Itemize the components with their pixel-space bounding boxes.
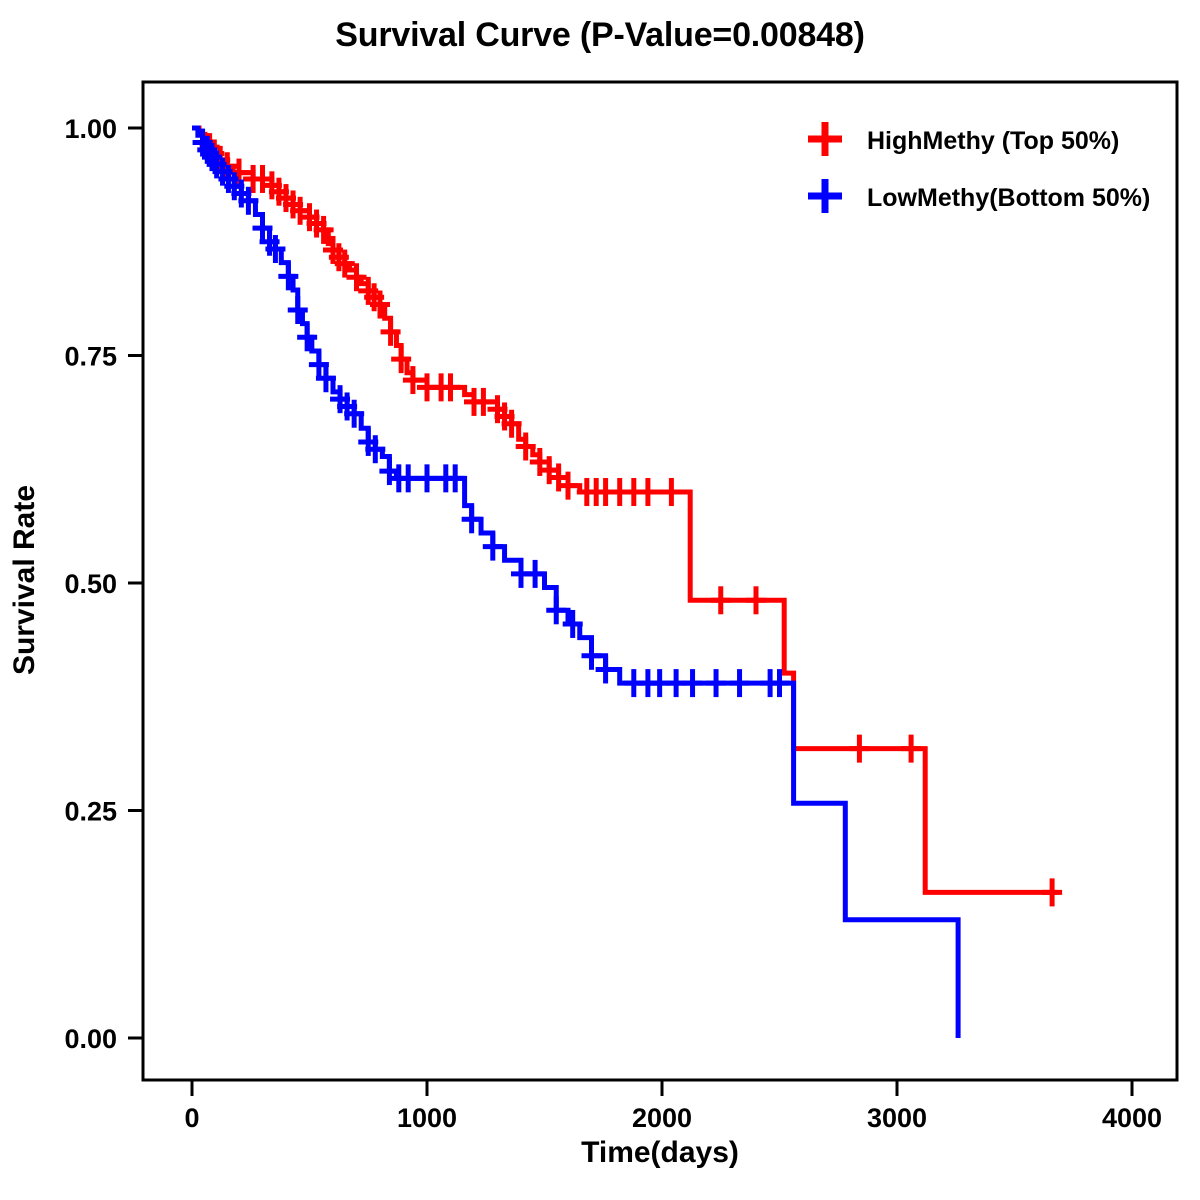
km-series-high [192, 125, 1063, 907]
series-layer [192, 125, 1063, 1038]
x-tick-label: 4000 [1102, 1103, 1162, 1133]
km-step-line [192, 125, 961, 1038]
x-axis-ticks: 0 1000 2000 3000 4000 [184, 1081, 1162, 1133]
y-axis-title: Survival Rate [8, 485, 41, 675]
x-axis-title: Time(days) [581, 1136, 739, 1169]
legend: HighMethy (Top 50%) LowMethy(Bottom 50%) [808, 122, 1150, 213]
y-tick-label: 0.75 [64, 342, 117, 372]
km-series-low [192, 125, 961, 1038]
y-tick-label: 0.25 [64, 797, 117, 827]
y-tick-label: 0.00 [64, 1024, 117, 1054]
x-tick-label: 1000 [397, 1103, 457, 1133]
x-tick-label: 2000 [632, 1103, 692, 1133]
x-tick-label: 0 [184, 1103, 199, 1133]
legend-label: LowMethy(Bottom 50%) [867, 184, 1150, 212]
y-axis-ticks: 0.00 0.25 0.50 0.75 1.00 [64, 114, 143, 1054]
y-tick-label: 1.00 [64, 114, 117, 144]
legend-label: HighMethy (Top 50%) [867, 127, 1119, 155]
x-tick-label: 3000 [867, 1103, 927, 1133]
panel-border [141, 80, 1179, 1082]
page-title: Survival Curve (P-Value=0.00848) [335, 16, 865, 54]
y-tick-label: 0.50 [64, 569, 117, 599]
